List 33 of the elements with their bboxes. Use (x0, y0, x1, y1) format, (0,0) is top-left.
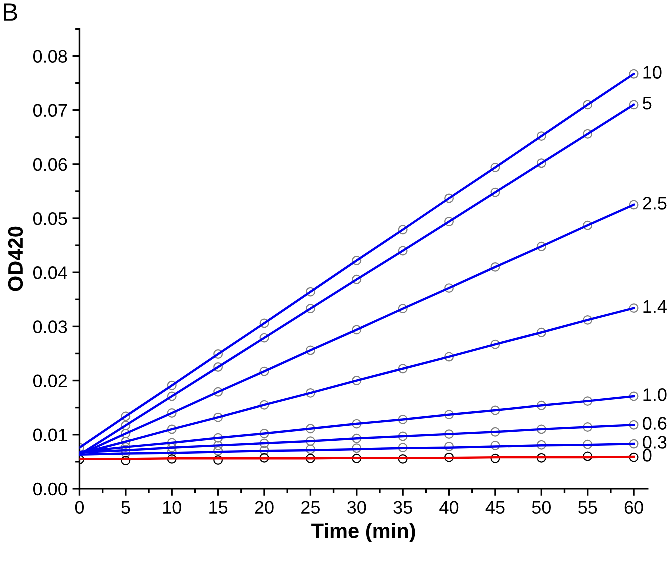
y-tick-label: 0.07 (33, 104, 68, 118)
series-label: 2.5 (643, 197, 667, 210)
x-tick-label: 25 (302, 501, 320, 514)
y-tick-label: 0.04 (33, 266, 68, 280)
series-label: 1.4 (644, 300, 667, 313)
x-tick-label: 50 (532, 501, 551, 514)
x-tick-label: 30 (348, 501, 366, 514)
x-tick-label: 5 (122, 501, 130, 514)
y-tick-label: 0.08 (33, 50, 68, 63)
series-label: 0 (643, 449, 652, 462)
y-tick-label: 0.02 (33, 374, 68, 388)
x-tick-label: 10 (163, 501, 182, 514)
x-tick-label: 0 (75, 501, 84, 514)
x-tick-label: 45 (486, 501, 505, 514)
x-axis-title: Time (min) (312, 523, 416, 543)
series-label: 0.3 (643, 436, 667, 449)
y-tick-label: 0.01 (33, 428, 68, 442)
y-tick-label: 0.00 (33, 482, 68, 496)
x-tick-label: 35 (394, 501, 412, 514)
x-tick-label: 55 (578, 501, 598, 514)
y-axis-title: OD420 (8, 226, 24, 292)
x-tick-label: 15 (210, 501, 228, 514)
series-label: 1.0 (644, 388, 667, 402)
series-label: 10 (644, 66, 662, 79)
x-tick-label: 60 (624, 501, 644, 514)
y-tick-label: 0.05 (33, 212, 68, 226)
y-tick-label: 0.06 (33, 158, 68, 172)
y-tick-label: 0.03 (33, 320, 68, 334)
x-tick-label: 20 (255, 501, 274, 514)
series-label: 5 (643, 97, 652, 110)
text: B (4, 4, 18, 21)
series-label: 0.6 (643, 417, 667, 430)
x-tick-label: 40 (440, 501, 459, 514)
